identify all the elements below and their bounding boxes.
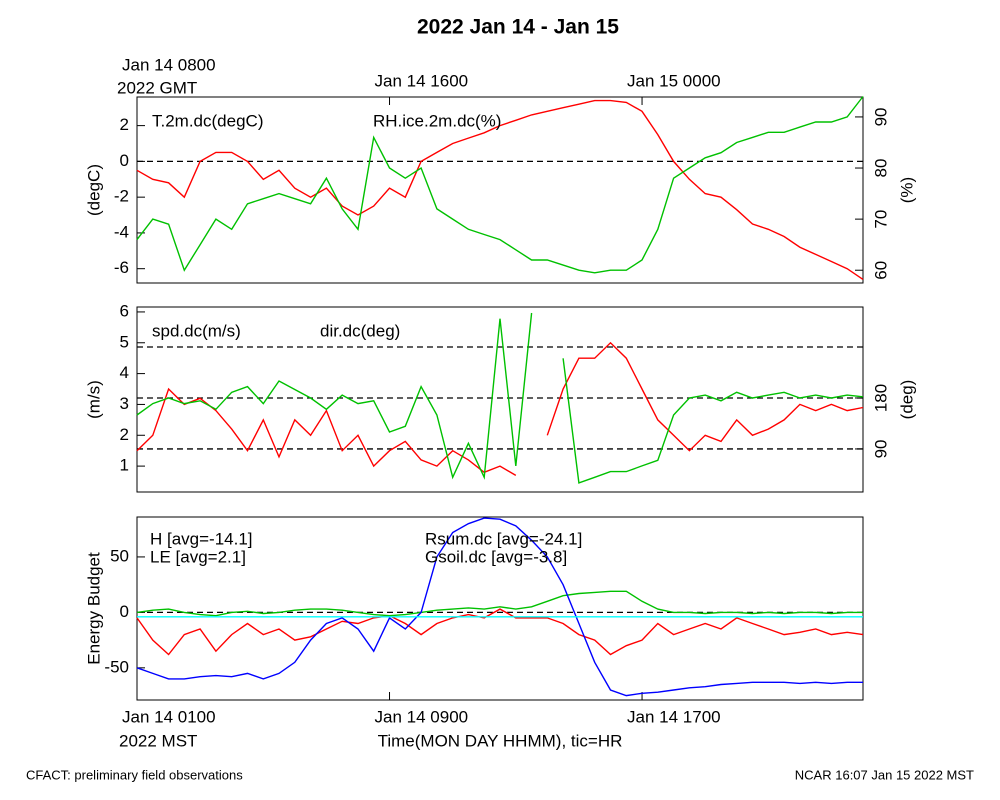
y-axis-label: (m/s) <box>84 380 103 419</box>
data-line <box>136 590 863 617</box>
x-axis-note: 2022 MST <box>119 731 197 750</box>
legend-label: spd.dc(m/s) <box>152 321 241 340</box>
data-line <box>136 341 864 477</box>
y2-tick-label: 70 <box>871 210 890 229</box>
y-tick-label: 4 <box>120 363 129 382</box>
y2-tick-label: 90 <box>871 107 890 126</box>
x2-tick-label: Jan 15 0000 <box>627 71 721 90</box>
legend-label: RH.ice.2m.dc(%) <box>373 111 501 130</box>
x-tick-label: Jan 14 0100 <box>122 707 216 726</box>
y-tick-label: 0 <box>120 602 129 621</box>
data-line <box>136 312 864 484</box>
y-tick-label: 5 <box>120 332 129 351</box>
y-tick-label: 6 <box>120 301 129 320</box>
y-tick-label: 0 <box>120 151 129 170</box>
chart-title: 2022 Jan 14 - Jan 15 <box>417 16 619 39</box>
plot-frame <box>136 96 864 284</box>
footer-note: CFACT: preliminary field observations <box>26 767 243 782</box>
legend-label: dir.dc(deg) <box>320 321 400 340</box>
y-tick-label: 3 <box>120 394 129 413</box>
x-tick-label: Jan 14 0900 <box>375 707 469 726</box>
x2-axis-note: 2022 GMT <box>117 78 197 97</box>
x2-tick-label: Jan 14 1600 <box>375 71 469 90</box>
y-tick-label: -6 <box>114 258 129 277</box>
y-tick-label: -2 <box>114 187 129 206</box>
y2-axis-label: (%) <box>897 177 916 203</box>
footer-note: NCAR 16:07 Jan 15 2022 MST <box>795 767 974 782</box>
y-tick-label: 2 <box>120 115 129 134</box>
data-line <box>136 608 864 656</box>
y2-tick-label: 180 <box>871 384 890 412</box>
y-tick-label: -4 <box>114 222 129 241</box>
legend-label: Gsoil.dc [avg=-3.8] <box>425 547 567 566</box>
y-axis-label: (degC) <box>84 164 103 216</box>
data-line <box>136 99 864 280</box>
y2-tick-label: 80 <box>871 159 890 178</box>
data-line <box>136 517 863 697</box>
legend-label: H [avg=-14.1] <box>150 529 253 548</box>
legend-label: LE [avg=2.1] <box>150 547 246 566</box>
plot-frame <box>136 516 864 701</box>
legend-label: T.2m.dc(degC) <box>152 111 263 130</box>
data-line <box>136 96 864 274</box>
x2-tick-label: Jan 14 0800 <box>122 55 216 74</box>
plot-frame <box>136 306 864 493</box>
x-tick-label: Jan 14 1700 <box>627 707 721 726</box>
y-axis-label: Energy Budget <box>84 552 103 665</box>
y2-tick-label: 60 <box>871 261 890 280</box>
y-tick-label: 2 <box>120 425 129 444</box>
legend-label: Rsum.dc [avg=-24.1] <box>425 529 582 548</box>
y-tick-label: 50 <box>110 546 129 565</box>
y2-tick-label: 90 <box>871 439 890 458</box>
y-tick-label: -50 <box>104 657 129 676</box>
x-axis-label: Time(MON DAY HHMM), tic=HR <box>378 731 623 750</box>
y-tick-label: 1 <box>120 456 129 475</box>
y2-axis-label: (deg) <box>897 380 916 420</box>
